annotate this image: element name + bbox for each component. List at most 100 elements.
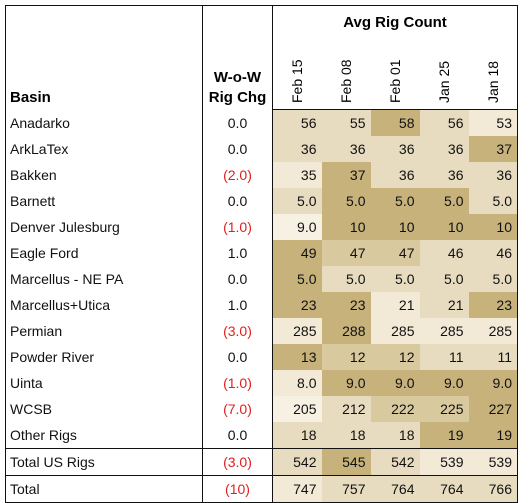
rig-count-value: 35 — [272, 162, 322, 188]
basin-name: WCSB — [5, 396, 203, 422]
rig-count-table: Basin W-o-W Rig Chg Avg Rig Count Feb 15… — [5, 5, 518, 503]
rig-count-value: 13 — [272, 344, 322, 370]
rig-count-value: 747 — [272, 475, 322, 503]
rig-count-value: 8.0 — [272, 370, 322, 396]
wow-change-value: (2.0) — [202, 162, 273, 188]
basin-name: Bakken — [5, 162, 203, 188]
wow-change-value: 0.0 — [202, 136, 273, 162]
rig-count-value: 212 — [321, 396, 371, 422]
wow-change-value: 0.0 — [202, 109, 273, 136]
rig-count-value: 5.0 — [468, 188, 518, 214]
rig-count-value: 37 — [468, 136, 518, 162]
basin-name: Marcellus+Utica — [5, 292, 203, 318]
wow-change-value: 0.0 — [202, 344, 273, 370]
rig-count-value: 288 — [321, 318, 371, 344]
rig-count-value: 205 — [272, 396, 322, 422]
basin-name: Eagle Ford — [5, 240, 203, 266]
rig-count-value: 764 — [419, 475, 469, 503]
rig-count-value: 5.0 — [419, 266, 469, 292]
rig-count-value: 285 — [419, 318, 469, 344]
rig-count-value: 49 — [272, 240, 322, 266]
rig-count-value: 36 — [321, 136, 371, 162]
table-row: ArkLaTex 0.0 36 36 36 36 37 — [5, 136, 518, 162]
rig-count-value: 5.0 — [321, 266, 371, 292]
rig-count-value: 5.0 — [321, 188, 371, 214]
wow-change-header: W-o-W Rig Chg — [202, 5, 273, 110]
rig-count-value: 5.0 — [419, 188, 469, 214]
table-row: Powder River 0.0 13 12 12 11 11 — [5, 344, 518, 370]
rig-count-value: 285 — [468, 318, 518, 344]
table-row: Denver Julesburg (1.0) 9.0 10 10 10 10 — [5, 214, 518, 240]
table-row: Barnett 0.0 5.0 5.0 5.0 5.0 5.0 — [5, 188, 518, 214]
rig-count-value: 56 — [272, 109, 322, 136]
rig-count-value: 227 — [468, 396, 518, 422]
rig-count-value: 56 — [419, 109, 469, 136]
rig-count-value: 285 — [272, 318, 322, 344]
rig-count-value: 58 — [370, 109, 420, 136]
rig-count-value: 21 — [370, 292, 420, 318]
rig-count-value: 764 — [370, 475, 420, 503]
rig-count-value: 5.0 — [370, 266, 420, 292]
rig-count-value: 36 — [419, 136, 469, 162]
wow-change-value: (3.0) — [202, 318, 273, 344]
rig-count-value: 225 — [419, 396, 469, 422]
rig-count-value: 36 — [370, 136, 420, 162]
rig-count-value: 47 — [321, 240, 371, 266]
date-header: Jan 18 — [468, 48, 518, 110]
basin-name: Anadarko — [5, 109, 203, 136]
date-header-row: Feb 15 Feb 08 Feb 01 Jan 25 Jan 18 — [6, 48, 518, 110]
rig-count-value: 757 — [321, 475, 371, 503]
rig-count-value: 36 — [370, 162, 420, 188]
rig-count-table-container: Basin W-o-W Rig Chg Avg Rig Count Feb 15… — [5, 5, 518, 503]
date-header: Jan 25 — [419, 48, 469, 110]
basin-name: Uinta — [5, 370, 203, 396]
basin-name: Total — [5, 475, 203, 503]
rig-count-value: 539 — [468, 448, 518, 476]
rig-count-value: 11 — [468, 344, 518, 370]
rig-count-value: 5.0 — [468, 266, 518, 292]
wow-change-value: 1.0 — [202, 292, 273, 318]
rig-count-value: 47 — [370, 240, 420, 266]
wow-header-line2: Rig Chg — [208, 88, 267, 106]
wow-change-value: 0.0 — [202, 422, 273, 449]
basin-name: Total US Rigs — [5, 448, 203, 476]
date-label: Jan 25 — [435, 60, 452, 103]
rig-count-value: 9.0 — [468, 370, 518, 396]
basin-name: Marcellus - NE PA — [5, 266, 203, 292]
basin-name: ArkLaTex — [5, 136, 203, 162]
rig-count-value: 285 — [370, 318, 420, 344]
rig-count-value: 9.0 — [321, 370, 371, 396]
rig-count-value: 545 — [321, 448, 371, 476]
table-row: Anadarko 0.0 56 55 58 56 53 — [5, 109, 518, 136]
rig-count-value: 5.0 — [272, 266, 322, 292]
date-label: Jan 18 — [484, 60, 501, 103]
basin-name: Powder River — [5, 344, 203, 370]
date-label: Feb 01 — [386, 59, 403, 103]
table-row: Marcellus - NE PA 0.0 5.0 5.0 5.0 5.0 5.0 — [5, 266, 518, 292]
rig-count-value: 23 — [468, 292, 518, 318]
date-label: Feb 15 — [289, 59, 305, 103]
rig-count-value: 23 — [272, 292, 322, 318]
rig-count-value: 55 — [321, 109, 371, 136]
table-row: Total (10) 747 757 764 764 766 — [5, 475, 518, 503]
date-header: Feb 01 — [370, 48, 420, 110]
rig-count-value: 19 — [468, 422, 518, 449]
avg-rig-count-header: Avg Rig Count — [272, 5, 518, 48]
rig-count-value: 53 — [468, 109, 518, 136]
rig-count-value: 36 — [272, 136, 322, 162]
rig-count-value: 10 — [468, 214, 518, 240]
rig-count-value: 36 — [419, 162, 469, 188]
wow-change-value: (1.0) — [202, 214, 273, 240]
basin-name: Denver Julesburg — [5, 214, 203, 240]
rig-count-value: 37 — [321, 162, 371, 188]
date-header: Feb 08 — [321, 48, 371, 110]
table-row: Permian (3.0) 285 288 285 285 285 — [5, 318, 518, 344]
table-row: Other Rigs 0.0 18 18 18 19 19 — [5, 422, 518, 449]
rig-count-value: 10 — [321, 214, 371, 240]
table-row: Marcellus+Utica 1.0 23 23 21 21 23 — [5, 292, 518, 318]
rig-count-value: 12 — [321, 344, 371, 370]
wow-change-value: 0.0 — [202, 188, 273, 214]
rig-count-value: 5.0 — [370, 188, 420, 214]
rig-count-value: 766 — [468, 475, 518, 503]
rig-count-value: 539 — [419, 448, 469, 476]
